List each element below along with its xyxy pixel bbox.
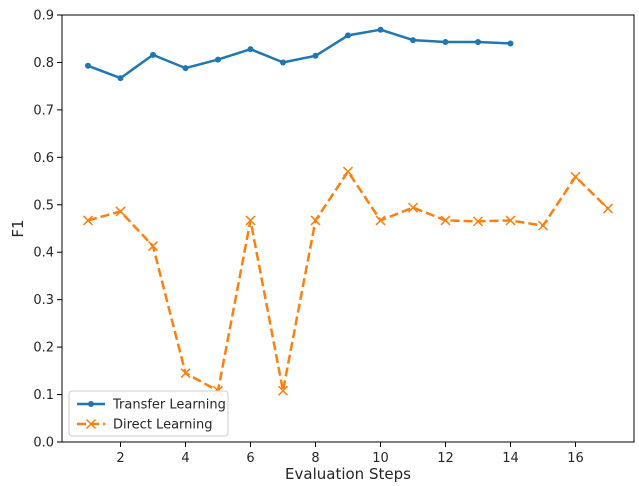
direct-learning-point bbox=[570, 171, 581, 182]
direct-learning-point bbox=[472, 216, 484, 227]
x-tick-label: 8 bbox=[311, 451, 319, 466]
y-tick-label: 0.3 bbox=[33, 293, 54, 308]
transfer-learning-point bbox=[410, 37, 416, 44]
direct-learning-legend-label: Direct Learning bbox=[113, 418, 213, 433]
direct-learning-point bbox=[375, 215, 386, 226]
transfer-learning-point bbox=[280, 59, 286, 66]
x-tick-label: 14 bbox=[502, 451, 519, 466]
transfer-learning-point bbox=[345, 32, 351, 39]
y-tick-label: 0.4 bbox=[33, 246, 54, 261]
y-axis-label: F1 bbox=[9, 219, 27, 237]
direct-learning-line bbox=[87, 170, 609, 393]
y-tick-label: 0.7 bbox=[33, 103, 54, 118]
direct-learning-point bbox=[407, 202, 419, 213]
y-tick-label: 0.2 bbox=[33, 341, 54, 356]
direct-learning-point bbox=[310, 215, 321, 226]
transfer-learning-point bbox=[247, 46, 254, 53]
y-tick-label: 0.8 bbox=[33, 56, 54, 71]
x-tick-label: 4 bbox=[181, 451, 189, 466]
transfer-learning-point bbox=[117, 75, 124, 82]
direct-learning-point bbox=[115, 206, 126, 217]
direct-learning-legend-marker bbox=[85, 418, 97, 430]
transfer-learning-point bbox=[85, 62, 91, 69]
transfer-learning-point bbox=[507, 40, 514, 47]
x-tick-label: 12 bbox=[437, 451, 454, 466]
direct-learning-point bbox=[277, 385, 289, 396]
legend: Transfer Learning Direct Learning bbox=[68, 390, 229, 437]
x-tick-label: 16 bbox=[567, 451, 584, 466]
y-tick-label: 0.5 bbox=[33, 198, 54, 213]
transfer-learning-point bbox=[182, 65, 189, 72]
transfer-learning-point bbox=[150, 51, 156, 58]
x-tick-label: 2 bbox=[116, 451, 124, 466]
direct-learning-point bbox=[342, 166, 354, 177]
transfer-learning-line bbox=[87, 28, 511, 80]
transfer-learning-legend-label: Transfer Learning bbox=[112, 398, 226, 413]
x-tick-label: 6 bbox=[246, 451, 254, 466]
direct-learning-point bbox=[602, 203, 614, 214]
y-tick-label: 0.0 bbox=[33, 436, 54, 451]
x-tick-label: 10 bbox=[372, 451, 389, 466]
x-axis-label: Evaluation Steps bbox=[285, 465, 411, 483]
y-tick-label: 0.1 bbox=[33, 388, 54, 403]
direct-learning-point bbox=[245, 215, 256, 226]
transfer-learning-point bbox=[475, 39, 481, 46]
direct-learning-point bbox=[180, 368, 191, 379]
plot-frame bbox=[61, 14, 635, 443]
y-tick-label: 0.6 bbox=[33, 151, 54, 166]
y-tick-label: 0.9 bbox=[33, 9, 54, 24]
transfer-learning-point bbox=[215, 56, 221, 63]
direct-learning-point bbox=[505, 215, 516, 226]
transfer-learning-legend-marker bbox=[88, 401, 94, 407]
transfer-learning-point bbox=[377, 26, 384, 33]
legend-box bbox=[68, 390, 229, 437]
direct-learning-point bbox=[147, 241, 159, 252]
direct-learning-point bbox=[82, 215, 94, 226]
transfer-learning-point bbox=[442, 39, 449, 46]
direct-learning-point bbox=[537, 220, 549, 231]
plot-area bbox=[62, 15, 634, 442]
transfer-learning-point bbox=[312, 52, 319, 59]
direct-learning-point bbox=[440, 215, 451, 226]
